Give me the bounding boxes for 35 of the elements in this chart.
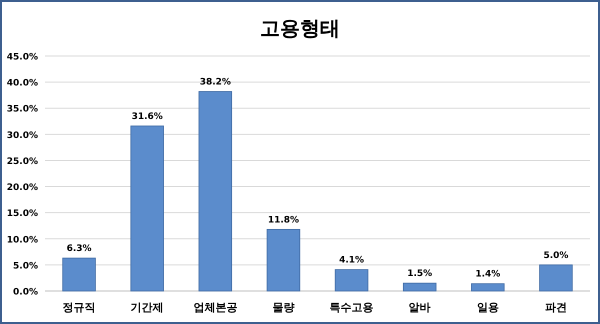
y-tick-label: 35.0% bbox=[6, 104, 38, 115]
y-tick-label: 30.0% bbox=[6, 130, 38, 141]
data-label: 31.6% bbox=[132, 112, 163, 122]
y-tick-label: 45.0% bbox=[6, 52, 38, 62]
data-label: 38.2% bbox=[200, 78, 231, 88]
x-tick-label: 물량 bbox=[272, 301, 294, 314]
data-label: 11.8% bbox=[268, 215, 300, 226]
x-tick-label: 파견 bbox=[544, 301, 567, 314]
y-tick-label: 10.0% bbox=[6, 235, 38, 246]
data-label: 6.3% bbox=[66, 244, 92, 254]
bar bbox=[198, 91, 232, 292]
data-label: 1.4% bbox=[475, 270, 500, 280]
y-tick-label: 0.0% bbox=[13, 288, 38, 298]
y-tick-label: 20.0% bbox=[6, 183, 38, 194]
bar bbox=[62, 258, 96, 292]
x-tick-label: 일용 bbox=[476, 301, 499, 314]
x-tick-label: 기간제 bbox=[130, 301, 164, 314]
y-tick-label: 15.0% bbox=[6, 209, 38, 220]
x-tick-label: 정규직 bbox=[62, 301, 96, 314]
bar bbox=[334, 269, 368, 292]
data-label: 5.0% bbox=[543, 250, 568, 261]
y-tick-label: 25.0% bbox=[6, 156, 38, 167]
y-tick-label: 40.0% bbox=[6, 78, 38, 89]
bar bbox=[471, 283, 505, 292]
bar bbox=[539, 264, 573, 292]
x-tick-label: 업체본공 bbox=[193, 301, 238, 314]
bar bbox=[130, 126, 164, 292]
y-tick-label: 5.0% bbox=[13, 261, 38, 272]
data-label: 1.5% bbox=[407, 269, 432, 280]
x-tick-label: 특수고용 bbox=[330, 301, 374, 314]
data-label: 4.1% bbox=[339, 256, 364, 266]
chart-title: 고용형태 bbox=[260, 16, 340, 40]
bar bbox=[402, 282, 436, 292]
bar bbox=[266, 228, 300, 292]
x-tick-label: 알바 bbox=[408, 301, 431, 314]
